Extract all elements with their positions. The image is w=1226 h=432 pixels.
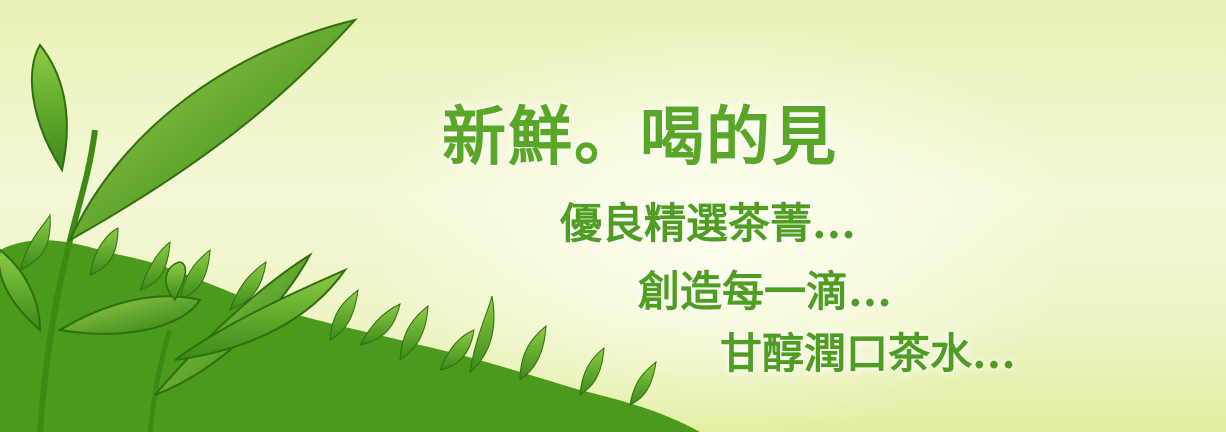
tea-leaf-icon	[0, 248, 42, 333]
bush-leaves	[19, 213, 657, 406]
tea-leaf-icon	[174, 267, 348, 361]
tea-leaf-icon	[57, 295, 202, 335]
tea-stem	[147, 329, 173, 432]
tea-plants-illustration	[0, 18, 700, 432]
tea-stem	[37, 129, 98, 432]
slogan-line-3: 甘醇潤口茶水...	[720, 329, 1016, 378]
slogan-line-1: 優良精選茶菁...	[560, 199, 856, 248]
tea-leaf-icon	[30, 43, 68, 173]
slogan-line-2: 創造每一滴...	[638, 267, 892, 316]
headline: 新鮮。喝的見	[442, 100, 838, 175]
tea-leaf-icon	[67, 18, 358, 243]
tea-leaf-icon	[165, 261, 187, 302]
